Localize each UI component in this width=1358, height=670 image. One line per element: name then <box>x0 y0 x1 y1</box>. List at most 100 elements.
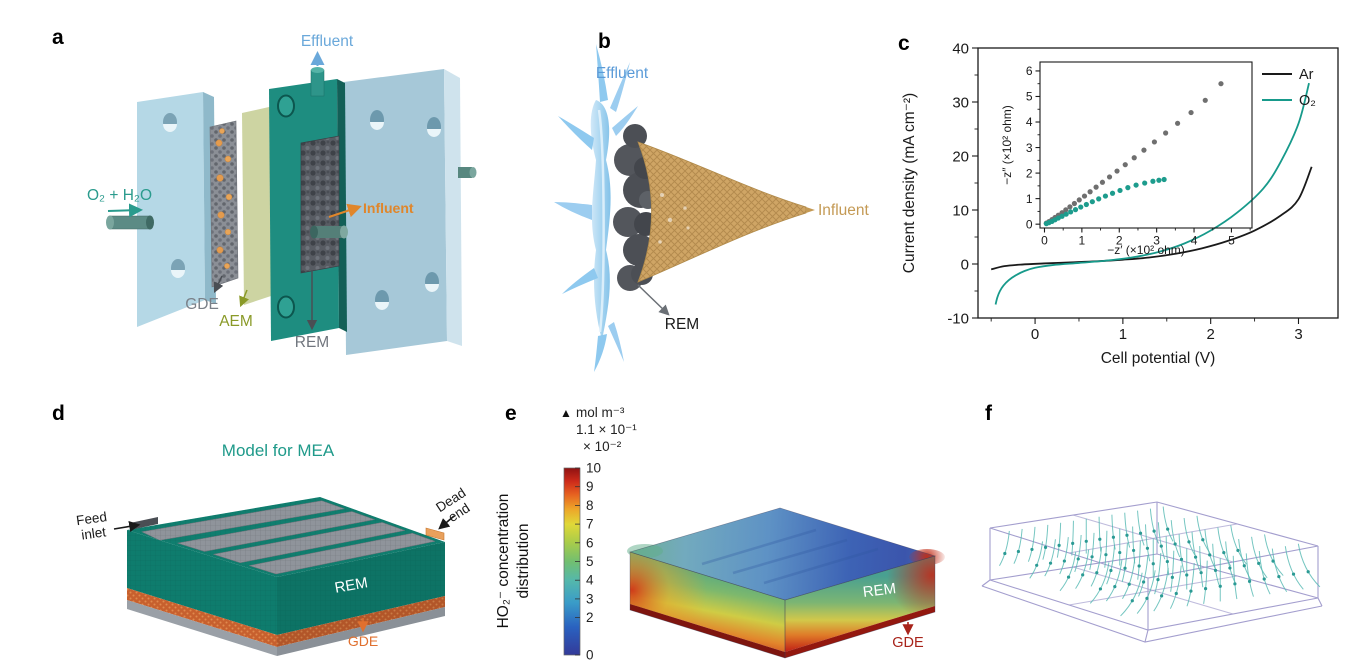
label-rem: REM <box>295 334 329 351</box>
feed-inlet-arrow <box>113 520 141 532</box>
streamline <box>1136 570 1156 614</box>
x-tick-label: 3 <box>1153 234 1160 248</box>
scatter-point-O₂ <box>1102 193 1109 199</box>
scatter-point-Ar <box>1071 200 1077 207</box>
streamline <box>1157 522 1166 560</box>
streamline <box>1089 562 1110 604</box>
mea-block <box>127 497 445 656</box>
scatter-point-Ar <box>1151 139 1158 145</box>
streamline-arrowhead <box>1170 575 1174 579</box>
colorbar-scale: × 10⁻² <box>583 439 622 454</box>
label-effluent: Effluent <box>596 65 649 82</box>
scatter-point-O₂ <box>1156 177 1162 183</box>
gde-strip <box>630 604 785 658</box>
y-tick-label: 1 <box>1026 192 1033 206</box>
influent-funnel <box>637 141 815 283</box>
streamline <box>1120 572 1143 617</box>
panel-b: b <box>510 10 910 380</box>
x-tick-label: 0 <box>1031 326 1039 343</box>
streamline <box>1105 559 1123 602</box>
streamline-arrowhead <box>1262 577 1266 581</box>
rem-pointer-arrow <box>637 284 670 316</box>
y-tick-label: 0 <box>961 256 969 273</box>
scatter-point-O₂ <box>1133 182 1139 188</box>
x-tick-label: 2 <box>1116 234 1123 248</box>
streamline <box>1137 510 1145 546</box>
side-port-tube <box>458 167 472 178</box>
y-tick-label: 30 <box>952 94 969 111</box>
streamline-arrowhead <box>1030 547 1034 552</box>
streamline-arrowhead <box>1257 561 1261 566</box>
x-tick-label: 2 <box>1207 326 1215 343</box>
streamline <box>1183 517 1196 556</box>
scatter-point-Ar <box>1141 147 1147 153</box>
colorbar-marker: ▲ <box>560 406 572 420</box>
streamline <box>1121 542 1128 583</box>
panel-letter-f: f <box>985 402 992 425</box>
scatter-point-Ar <box>1202 97 1208 103</box>
streamline <box>1264 534 1284 576</box>
streamline-arrowhead <box>1003 551 1007 556</box>
streamline-arrowhead <box>1203 587 1208 591</box>
dead-end-arrow <box>438 515 455 530</box>
streamline <box>1199 546 1204 588</box>
concentration-heatmap: ▲ mol m⁻³ 1.1 × 10⁻¹ × 10⁻² 10987654320 … <box>495 405 945 663</box>
streamline <box>1196 515 1211 554</box>
streamline <box>1074 534 1082 573</box>
inlet-flow-arrow <box>107 203 143 218</box>
streamline <box>1203 560 1208 604</box>
streamline <box>1217 527 1232 567</box>
streamline <box>1232 555 1238 600</box>
streamline-arrowhead <box>1118 550 1122 555</box>
streamline-arrowhead <box>1125 533 1129 537</box>
streamline-arrowhead <box>1057 543 1061 547</box>
streamline-arrowhead <box>1043 545 1048 550</box>
colorbar-tick-label: 3 <box>586 591 594 606</box>
colorbar-tick-label: 10 <box>586 461 601 476</box>
series-line-O₂ <box>994 82 1310 305</box>
panel-a: a <box>30 10 510 380</box>
gde-layer <box>209 120 239 288</box>
streamline <box>1169 565 1182 609</box>
streamline <box>1297 543 1321 588</box>
aem-pointer-arrow <box>239 289 249 308</box>
streamline-arrowhead <box>1048 561 1053 565</box>
rem-block <box>300 135 340 274</box>
label-inlet-gas: O₂ + H₂O <box>87 187 152 204</box>
streamline-arrowhead <box>1201 538 1205 542</box>
series-line-Ar <box>990 166 1313 271</box>
inset-plot: 0 1 2 3 4 5 0 1 2 3 4 5 6 <box>1026 61 1253 248</box>
streamline-arrowhead <box>1095 571 1099 575</box>
colorbar-tick-label: 8 <box>586 498 594 513</box>
streamline-arrowhead <box>1104 553 1108 557</box>
streamline <box>1013 528 1023 564</box>
scatter-point-Ar <box>1106 174 1113 180</box>
streamline <box>1245 553 1254 597</box>
label-gde: GDE <box>892 635 924 651</box>
streamline-arrowhead <box>1141 580 1146 584</box>
streamline <box>1044 539 1056 577</box>
streamline-arrowhead <box>1152 529 1156 533</box>
streamline-arrowhead <box>1247 579 1252 584</box>
svg-text:Feed: Feed <box>75 509 108 528</box>
scatter-point-Ar <box>1122 162 1128 168</box>
scatter-point-O₂ <box>1063 211 1069 217</box>
inset-y-axis-label: −z″ (×10² ohm) <box>1000 105 1014 185</box>
streamline-arrowhead <box>1277 574 1281 579</box>
streamline-arrowhead <box>1137 564 1141 568</box>
panel-letter-e: e <box>505 402 517 425</box>
mea-model-illustration: Model for MEA Feed inlet Dead end REM GD… <box>75 441 473 656</box>
gde-strip <box>127 588 277 647</box>
panel-letter-c: c <box>898 32 910 55</box>
label-effluent: Effluent <box>301 33 354 50</box>
panel-d: d <box>30 390 480 670</box>
feed-inlet-label: Feed inlet <box>75 509 108 543</box>
x-tick-label: 3 <box>1294 326 1302 343</box>
scatter-point-O₂ <box>1125 185 1131 191</box>
dead-end-label: Dead end <box>433 485 472 525</box>
y-axis-label: Current density (mA cm⁻²) <box>901 93 918 273</box>
y-tick-label: 5 <box>1026 90 1033 104</box>
y-tick-label: 20 <box>952 148 969 165</box>
